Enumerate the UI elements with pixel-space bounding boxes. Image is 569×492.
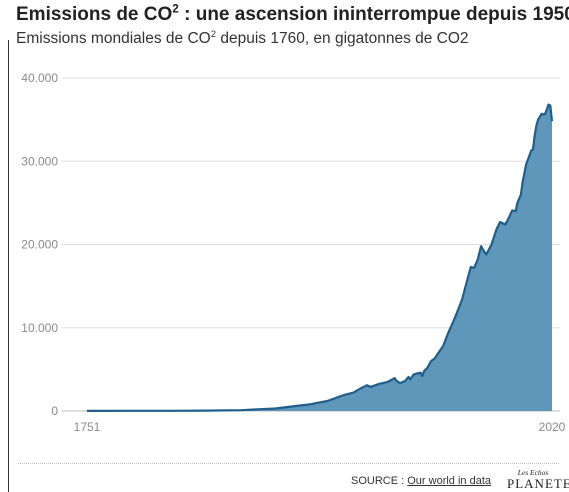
y-tick-label: 20.000 bbox=[21, 238, 58, 252]
emissions-area-chart: 0 10.000 20.000 30.000 40.000 1751 2020 bbox=[21, 71, 566, 434]
y-tick-label: 30.000 bbox=[21, 154, 58, 168]
x-tick-label: 2020 bbox=[539, 420, 566, 434]
logo-top-text: Les Echos bbox=[517, 468, 549, 477]
frame-left-border bbox=[8, 40, 9, 492]
x-axis-ticks: 1751 2020 bbox=[74, 420, 566, 434]
y-tick-label: 10.000 bbox=[21, 321, 58, 335]
les-echos-planete-logo: Les Echos PLANETE bbox=[507, 468, 569, 491]
y-axis-ticks: 0 10.000 20.000 30.000 40.000 bbox=[21, 71, 58, 418]
y-tick-label: 0 bbox=[51, 404, 58, 418]
footer-divider bbox=[18, 463, 559, 464]
page-title: Emissions de CO2 : une ascension ininter… bbox=[16, 2, 569, 25]
emissions-line bbox=[87, 103, 554, 412]
logo-main-text: PLANETE bbox=[507, 475, 569, 491]
x-tick-label: 1751 bbox=[74, 420, 101, 434]
y-tick-label: 40.000 bbox=[21, 71, 58, 85]
page-subtitle: Emissions mondiales de CO2 depuis 1760, … bbox=[16, 28, 469, 47]
source-credit: SOURCE : Our world in data bbox=[351, 475, 491, 487]
emissions-area bbox=[87, 104, 552, 411]
source-link[interactable]: Our world in data bbox=[407, 475, 491, 487]
